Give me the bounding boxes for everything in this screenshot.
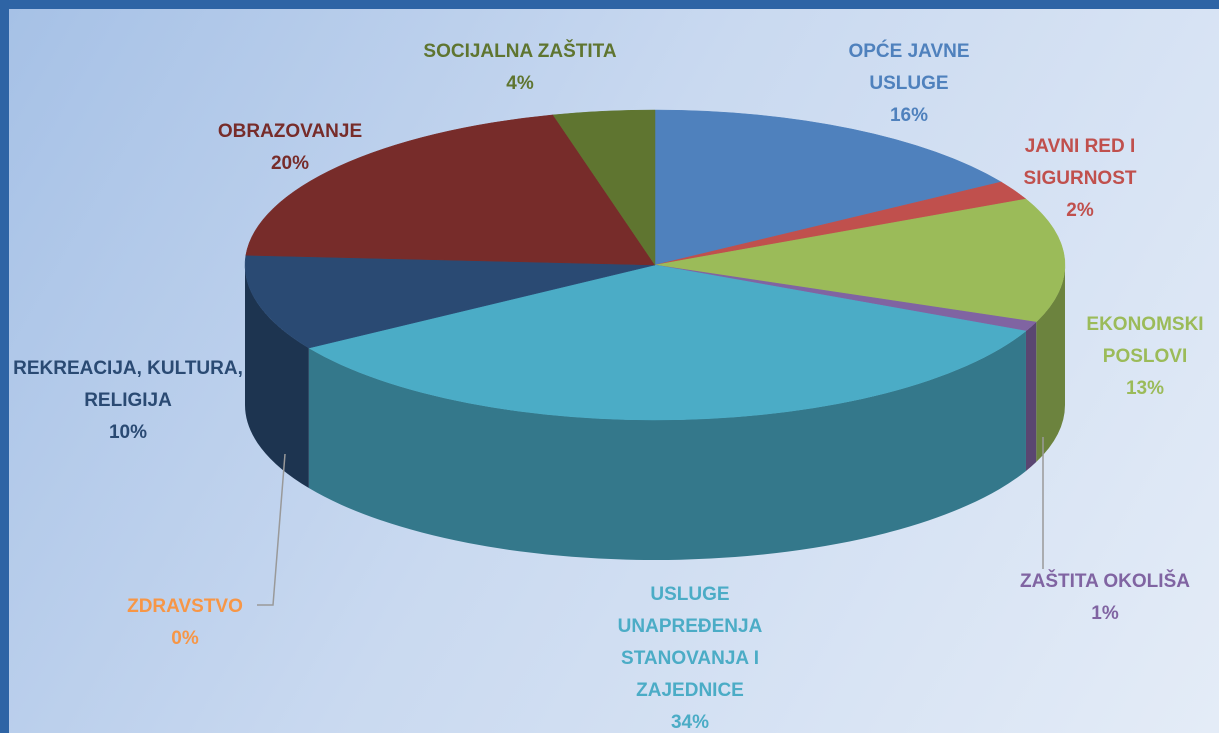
slice-side: [1036, 265, 1065, 463]
slice-label: REKREACIJA, KULTURA, RELIGIJA 10%: [9, 353, 248, 449]
slice-label: JAVNI RED I SIGURNOST 2%: [1005, 131, 1155, 227]
value-label: 4%: [506, 73, 534, 94]
slice-label: EKONOMSKI POSLOVI 13%: [1080, 309, 1210, 405]
value-label: 20%: [270, 153, 310, 174]
slice: [552, 109, 656, 266]
slice-label: ZAŠTITA OKOLIŠA 1%: [995, 566, 1215, 630]
category-label: OBRAZOVANJE: [217, 121, 363, 142]
slice-side: [1025, 322, 1037, 471]
slice: [244, 255, 656, 349]
slice-label: SOCIJALNA ZAŠTITA 4%: [390, 36, 650, 100]
slice: [308, 264, 1027, 421]
category-label: USLUGE UNAPREĐENJA STANOVANJA I ZAJEDNIC…: [617, 584, 763, 701]
value-label: 34%: [670, 712, 710, 733]
value-label: 0%: [171, 628, 199, 649]
slice-label: OBRAZOVANJE 20%: [185, 116, 395, 180]
category-label: REKREACIJA, KULTURA, RELIGIJA: [13, 358, 243, 411]
category-label: ZAŠTITA OKOLIŠA: [1020, 571, 1190, 592]
value-label: 1%: [1091, 603, 1119, 624]
pie-canvas: [244, 109, 1066, 606]
category-label: OPĆE JAVNE USLUGE: [848, 41, 970, 94]
slice: [654, 109, 1002, 266]
category-label: EKONOMSKI POSLOVI: [1086, 314, 1204, 367]
slice-label: USLUGE UNAPREĐENJA STANOVANJA I ZAJEDNIC…: [595, 579, 785, 733]
value-label: 2%: [1066, 200, 1094, 221]
category-label: ZDRAVSTVO: [127, 596, 243, 617]
leader-line: [257, 453, 286, 606]
slice-label: OPĆE JAVNE USLUGE 16%: [834, 36, 984, 132]
slice: [654, 198, 1066, 323]
slice-label: ZDRAVSTVO 0%: [105, 591, 265, 655]
category-label: JAVNI RED I SIGURNOST: [1023, 136, 1137, 189]
category-label: SOCIJALNA ZAŠTITA: [423, 41, 617, 62]
value-label: 13%: [1125, 378, 1165, 399]
slice-side: [244, 265, 309, 489]
value-label: 16%: [889, 105, 929, 126]
slice-side: [308, 330, 1026, 560]
value-label: 10%: [108, 422, 148, 443]
slice: [245, 114, 656, 266]
